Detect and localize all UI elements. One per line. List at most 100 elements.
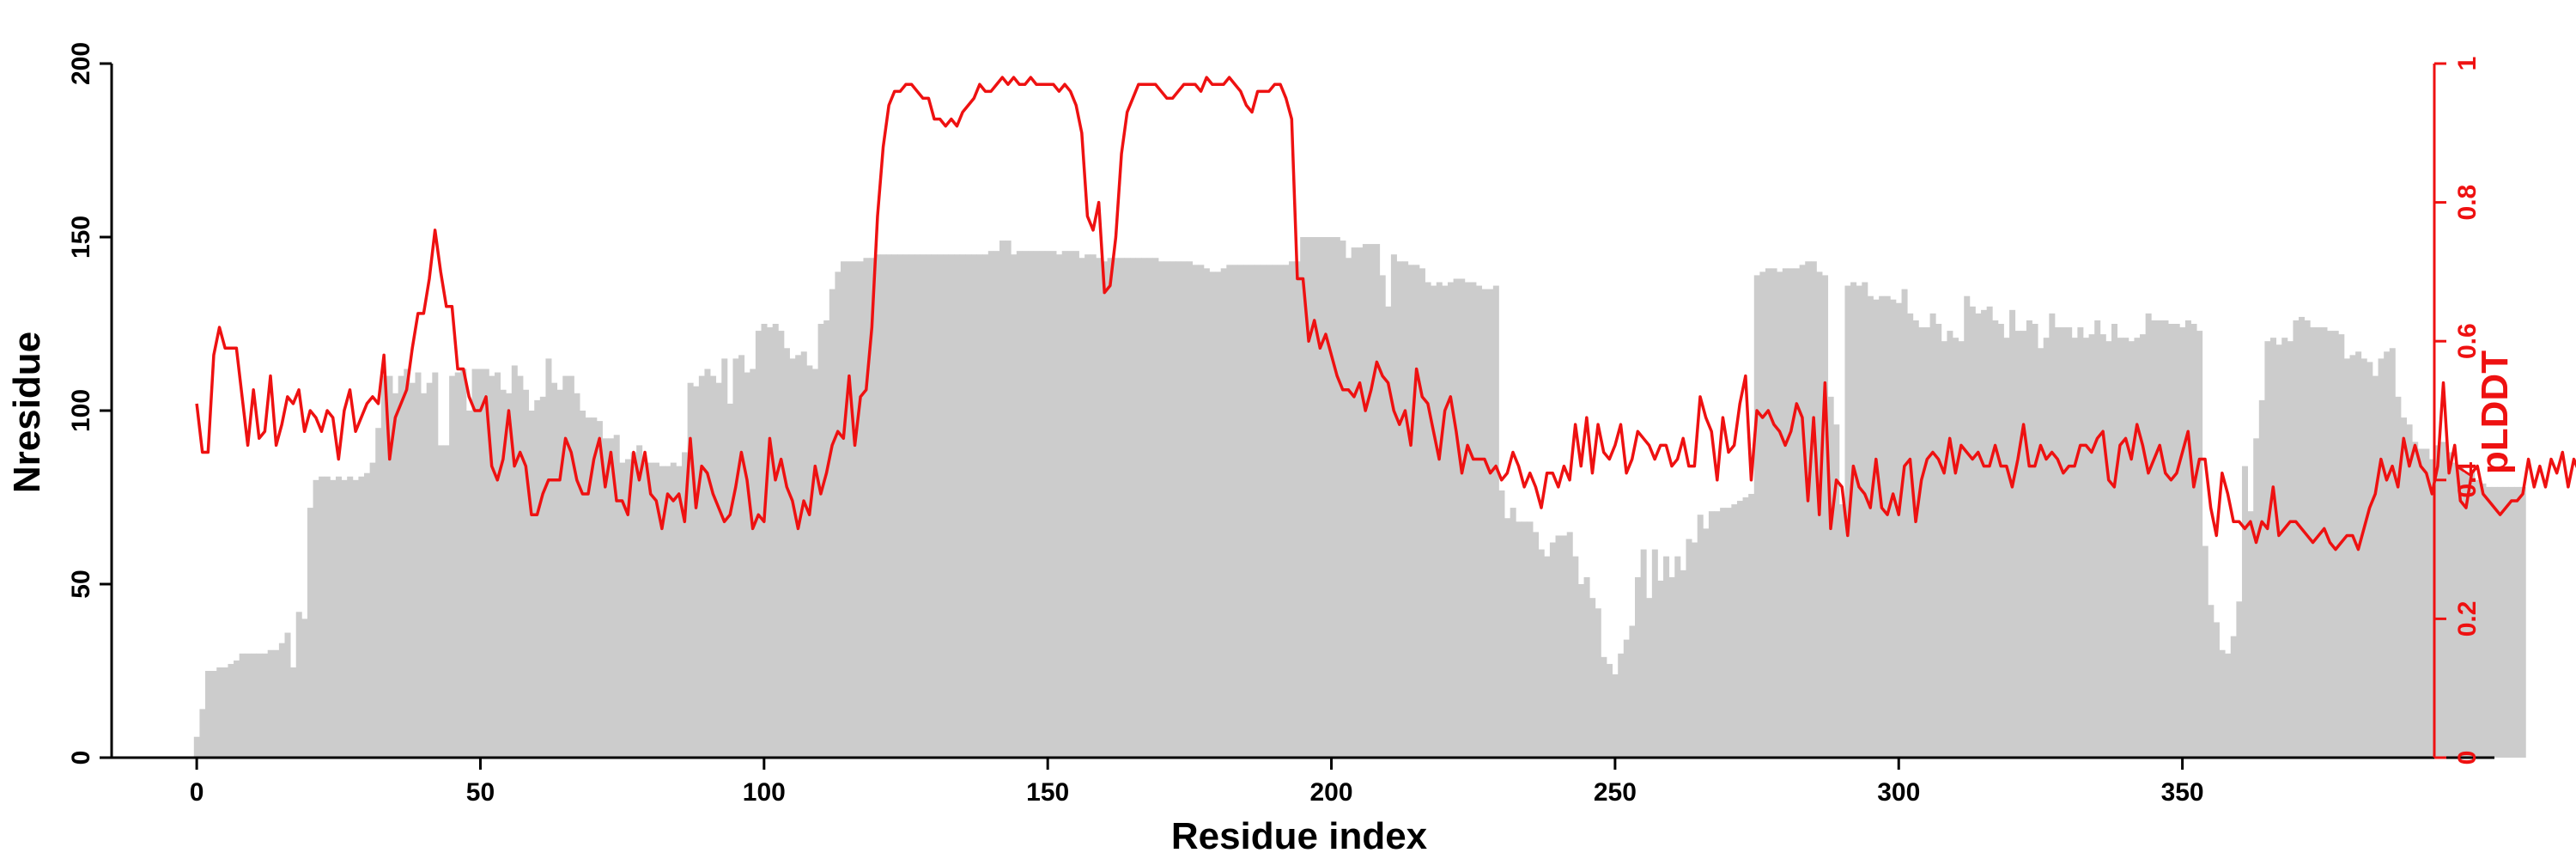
y-right-axis-title: pLDDT <box>2474 350 2516 474</box>
bar <box>1566 532 1573 758</box>
plddt-line-layer <box>195 76 2576 551</box>
bar <box>1470 282 1477 758</box>
bar <box>942 254 949 758</box>
bar <box>210 671 217 758</box>
bar <box>2321 327 2328 758</box>
bar <box>267 649 274 758</box>
bar <box>1595 608 1601 758</box>
bar <box>2469 469 2476 758</box>
bar <box>2071 338 2078 758</box>
bar <box>982 254 989 758</box>
bar <box>659 466 665 758</box>
bar <box>1873 299 1880 758</box>
bar <box>1748 493 1755 758</box>
bar <box>653 462 659 758</box>
bar <box>568 375 574 758</box>
bar <box>1028 251 1035 758</box>
bar <box>1958 341 1965 758</box>
bar <box>852 261 859 758</box>
bar <box>330 479 337 758</box>
bar <box>404 369 410 758</box>
bar <box>698 375 705 758</box>
bar <box>2486 486 2493 758</box>
bar <box>2480 483 2487 758</box>
bar <box>2230 636 2237 758</box>
bar <box>1504 518 1511 758</box>
bar <box>704 369 711 758</box>
bar <box>2111 324 2118 758</box>
bar <box>2474 479 2481 758</box>
bar <box>920 254 927 758</box>
bar <box>1572 556 1579 758</box>
bar <box>2264 341 2271 758</box>
y-right-tick-label: 0.2 <box>2453 601 2482 637</box>
bar <box>1226 265 1233 758</box>
bar <box>2241 466 2248 758</box>
bar <box>489 375 495 758</box>
bar <box>1510 508 1516 758</box>
bar <box>1476 285 1483 758</box>
bar <box>2151 320 2158 758</box>
bar <box>2287 341 2293 758</box>
bar <box>1431 285 1437 758</box>
bar <box>2293 320 2300 758</box>
bar <box>483 369 489 758</box>
bar <box>1646 598 1653 758</box>
bar <box>551 382 558 758</box>
bar <box>1078 258 1085 758</box>
bar <box>307 508 313 758</box>
bar <box>324 476 331 758</box>
bar <box>193 736 200 758</box>
y-left-ticks: 0 50 100 150 200 <box>67 42 112 765</box>
bar <box>1635 576 1642 758</box>
y-left-tick-label: 0 <box>67 751 95 765</box>
bar <box>761 324 768 758</box>
bar <box>1492 285 1499 758</box>
bar <box>2372 375 2379 758</box>
bar <box>477 369 484 758</box>
bar <box>2213 622 2220 758</box>
bar <box>2519 486 2526 758</box>
bar <box>1997 324 2004 758</box>
bar <box>1686 539 1692 758</box>
bar <box>2247 511 2254 758</box>
bar <box>676 466 683 758</box>
bar <box>1612 674 1619 758</box>
bar <box>1407 265 1414 758</box>
plddt-line <box>195 76 2576 551</box>
bar <box>2497 486 2504 758</box>
bar <box>863 258 870 758</box>
bar <box>1294 261 1301 758</box>
bar <box>2412 442 2419 758</box>
bar <box>732 358 739 758</box>
bar <box>965 254 972 758</box>
bar <box>273 649 280 758</box>
bar <box>908 254 915 758</box>
y-right-axis: 0 0.2 0.4 0.6 0.8 1 <box>2433 57 2482 765</box>
bar <box>2003 338 2010 758</box>
x-axis: 0 50 100 150 200 250 300 350 <box>112 756 2494 807</box>
bar <box>1170 261 1176 758</box>
bar <box>1203 268 1210 758</box>
bar <box>1850 282 1857 758</box>
bar <box>392 393 399 758</box>
bar <box>1129 258 1136 758</box>
x-tick-label: 50 <box>466 778 495 807</box>
bar <box>937 254 944 758</box>
bar <box>437 445 444 758</box>
x-tick-label: 150 <box>1026 778 1069 807</box>
bar <box>726 403 733 758</box>
bar <box>1107 258 1114 758</box>
bar <box>2395 396 2402 758</box>
bar <box>1413 265 1420 758</box>
bar <box>2088 334 2095 758</box>
bar <box>1101 261 1108 758</box>
bar <box>2060 327 2067 758</box>
bar <box>1731 504 1738 758</box>
bar <box>284 632 291 758</box>
bar <box>1215 271 1222 758</box>
bar <box>1879 295 1886 758</box>
bar <box>682 452 689 758</box>
bar <box>2026 320 2032 758</box>
y-right-tick-label: 0.4 <box>2453 462 2482 498</box>
